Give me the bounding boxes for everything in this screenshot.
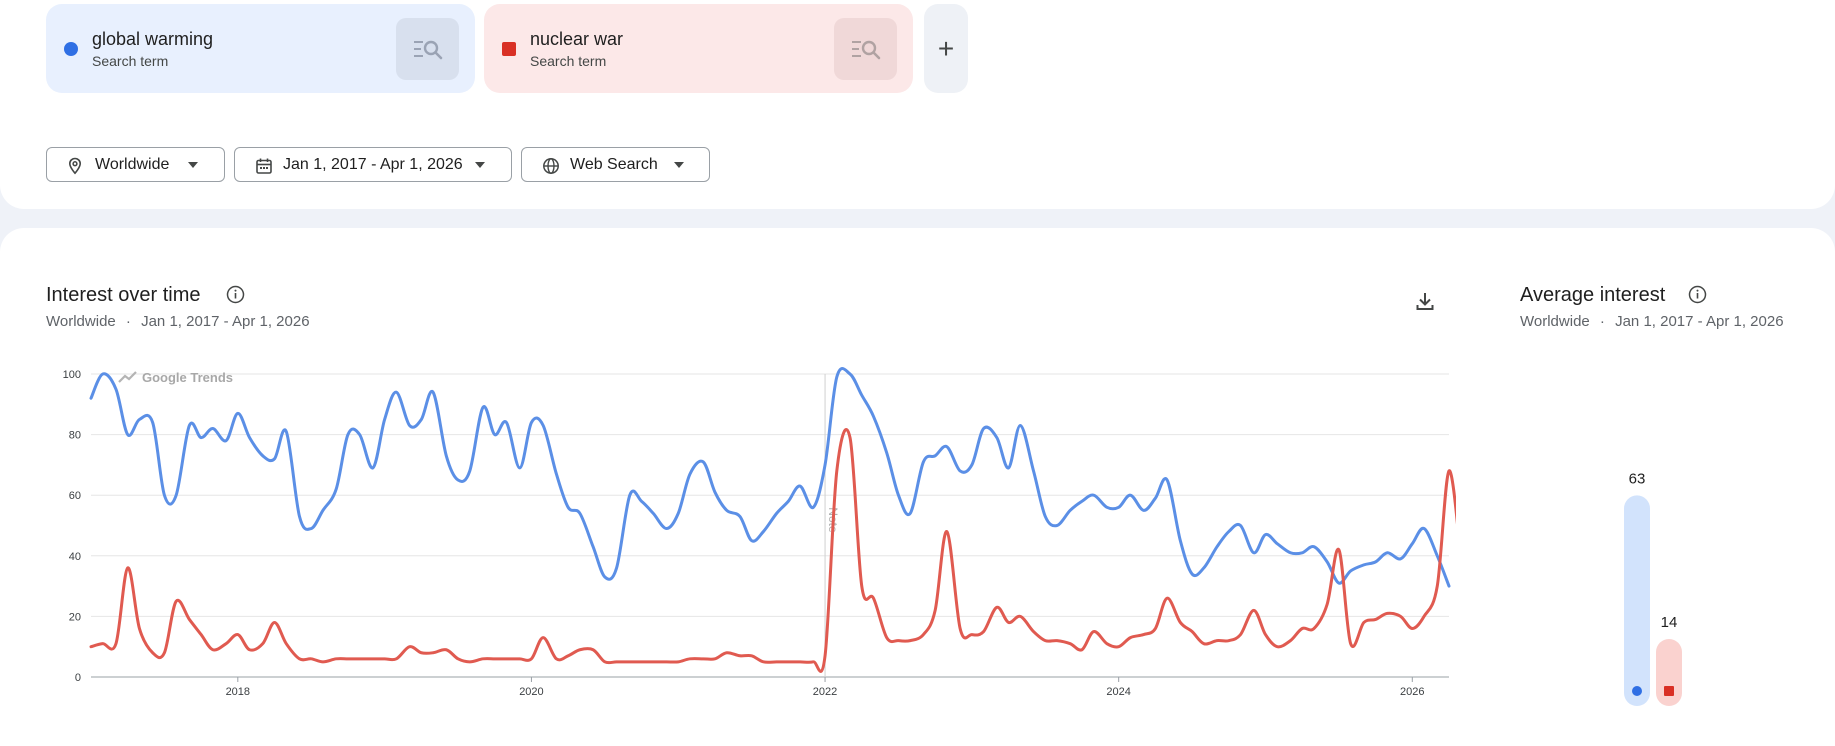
y-tick-label: 60	[69, 490, 81, 502]
average-interest-title: Average interest	[1520, 284, 1666, 306]
compare-search-icon	[413, 40, 442, 60]
y-tick-label: 0	[75, 672, 81, 684]
term-name: nuclear war	[530, 29, 624, 49]
chevron-down-icon	[475, 162, 485, 168]
x-tick-label: 2024	[1106, 686, 1130, 698]
term-card-global-warming[interactable]: global warming Search term	[46, 4, 475, 93]
bar-marker-circle-icon	[1632, 686, 1642, 696]
term-card-nuclear-war[interactable]: nuclear war Search term	[484, 4, 913, 93]
x-tick-label: 2018	[226, 686, 250, 698]
y-tick-label: 20	[69, 611, 81, 623]
search-type-filter[interactable]: Web Search	[521, 147, 710, 182]
term-subtitle: Search term	[530, 53, 607, 69]
compare-search-button[interactable]	[396, 18, 459, 80]
series-line-global-warming	[89, 367, 1451, 588]
calendar-icon	[256, 158, 272, 174]
average-subtitle: Worldwide · Jan 1, 2017 - Apr 1, 2026	[1520, 313, 1784, 330]
x-tick-label: 2022	[813, 686, 837, 698]
y-tick-label: 80	[69, 430, 81, 442]
average-value-label: 63	[1629, 470, 1646, 487]
y-tick-label: 40	[69, 551, 81, 563]
term-text: global warming Search term	[92, 28, 213, 69]
interest-location: Worldwide	[46, 313, 116, 330]
term-name: global warming	[92, 29, 214, 49]
compare-search-button[interactable]	[834, 18, 897, 80]
average-interest-chart: 63 14	[1624, 470, 1682, 706]
average-value-label: 14	[1661, 614, 1678, 631]
pin-icon	[68, 157, 82, 175]
search-type-value: Web Search	[570, 156, 658, 173]
plus-icon: +	[937, 32, 955, 64]
location-value: Worldwide	[95, 156, 170, 173]
add-term-button[interactable]: +	[924, 4, 968, 93]
interest-subtitle: Worldwide · Jan 1, 2017 - Apr 1, 2026	[46, 313, 310, 330]
series-line-nuclear-war	[89, 428, 1456, 673]
trends-logo-icon	[118, 371, 137, 383]
term-color-square-icon	[502, 42, 516, 56]
google-trends-watermark: Google Trends	[118, 370, 233, 385]
term-color-circle-icon	[64, 42, 78, 56]
term-text: nuclear war Search term	[530, 28, 623, 69]
average-location: Worldwide	[1520, 313, 1590, 330]
average-bar	[1624, 495, 1650, 706]
x-tick-label: 2020	[519, 686, 543, 698]
interest-over-time-title: Interest over time	[46, 284, 201, 306]
watermark-text: Google Trends	[142, 370, 233, 385]
chevron-down-icon	[674, 162, 684, 168]
compare-search-icon	[851, 40, 880, 60]
info-icon[interactable]	[1688, 285, 1707, 304]
date-range-filter[interactable]: Jan 1, 2017 - Apr 1, 2026	[234, 147, 512, 182]
average-date-range: Jan 1, 2017 - Apr 1, 2026	[1615, 313, 1784, 330]
info-icon[interactable]	[226, 285, 245, 304]
location-filter[interactable]: Worldwide	[46, 147, 225, 182]
date-range-value: Jan 1, 2017 - Apr 1, 2026	[283, 156, 463, 173]
term-subtitle: Search term	[92, 53, 169, 69]
chevron-down-icon	[188, 162, 198, 168]
subtitle-separator: ·	[125, 313, 131, 330]
download-icon[interactable]	[1414, 290, 1436, 312]
interest-date-range: Jan 1, 2017 - Apr 1, 2026	[141, 313, 310, 330]
y-tick-label: 100	[63, 369, 81, 381]
x-tick-label: 2026	[1400, 686, 1424, 698]
search-terms-panel: global warming Search term nuclear war S…	[0, 0, 1835, 209]
globe-icon	[543, 158, 559, 174]
bar-marker-square-icon	[1664, 686, 1674, 696]
subtitle-separator: ·	[1599, 313, 1605, 330]
average-bar	[1656, 638, 1682, 706]
